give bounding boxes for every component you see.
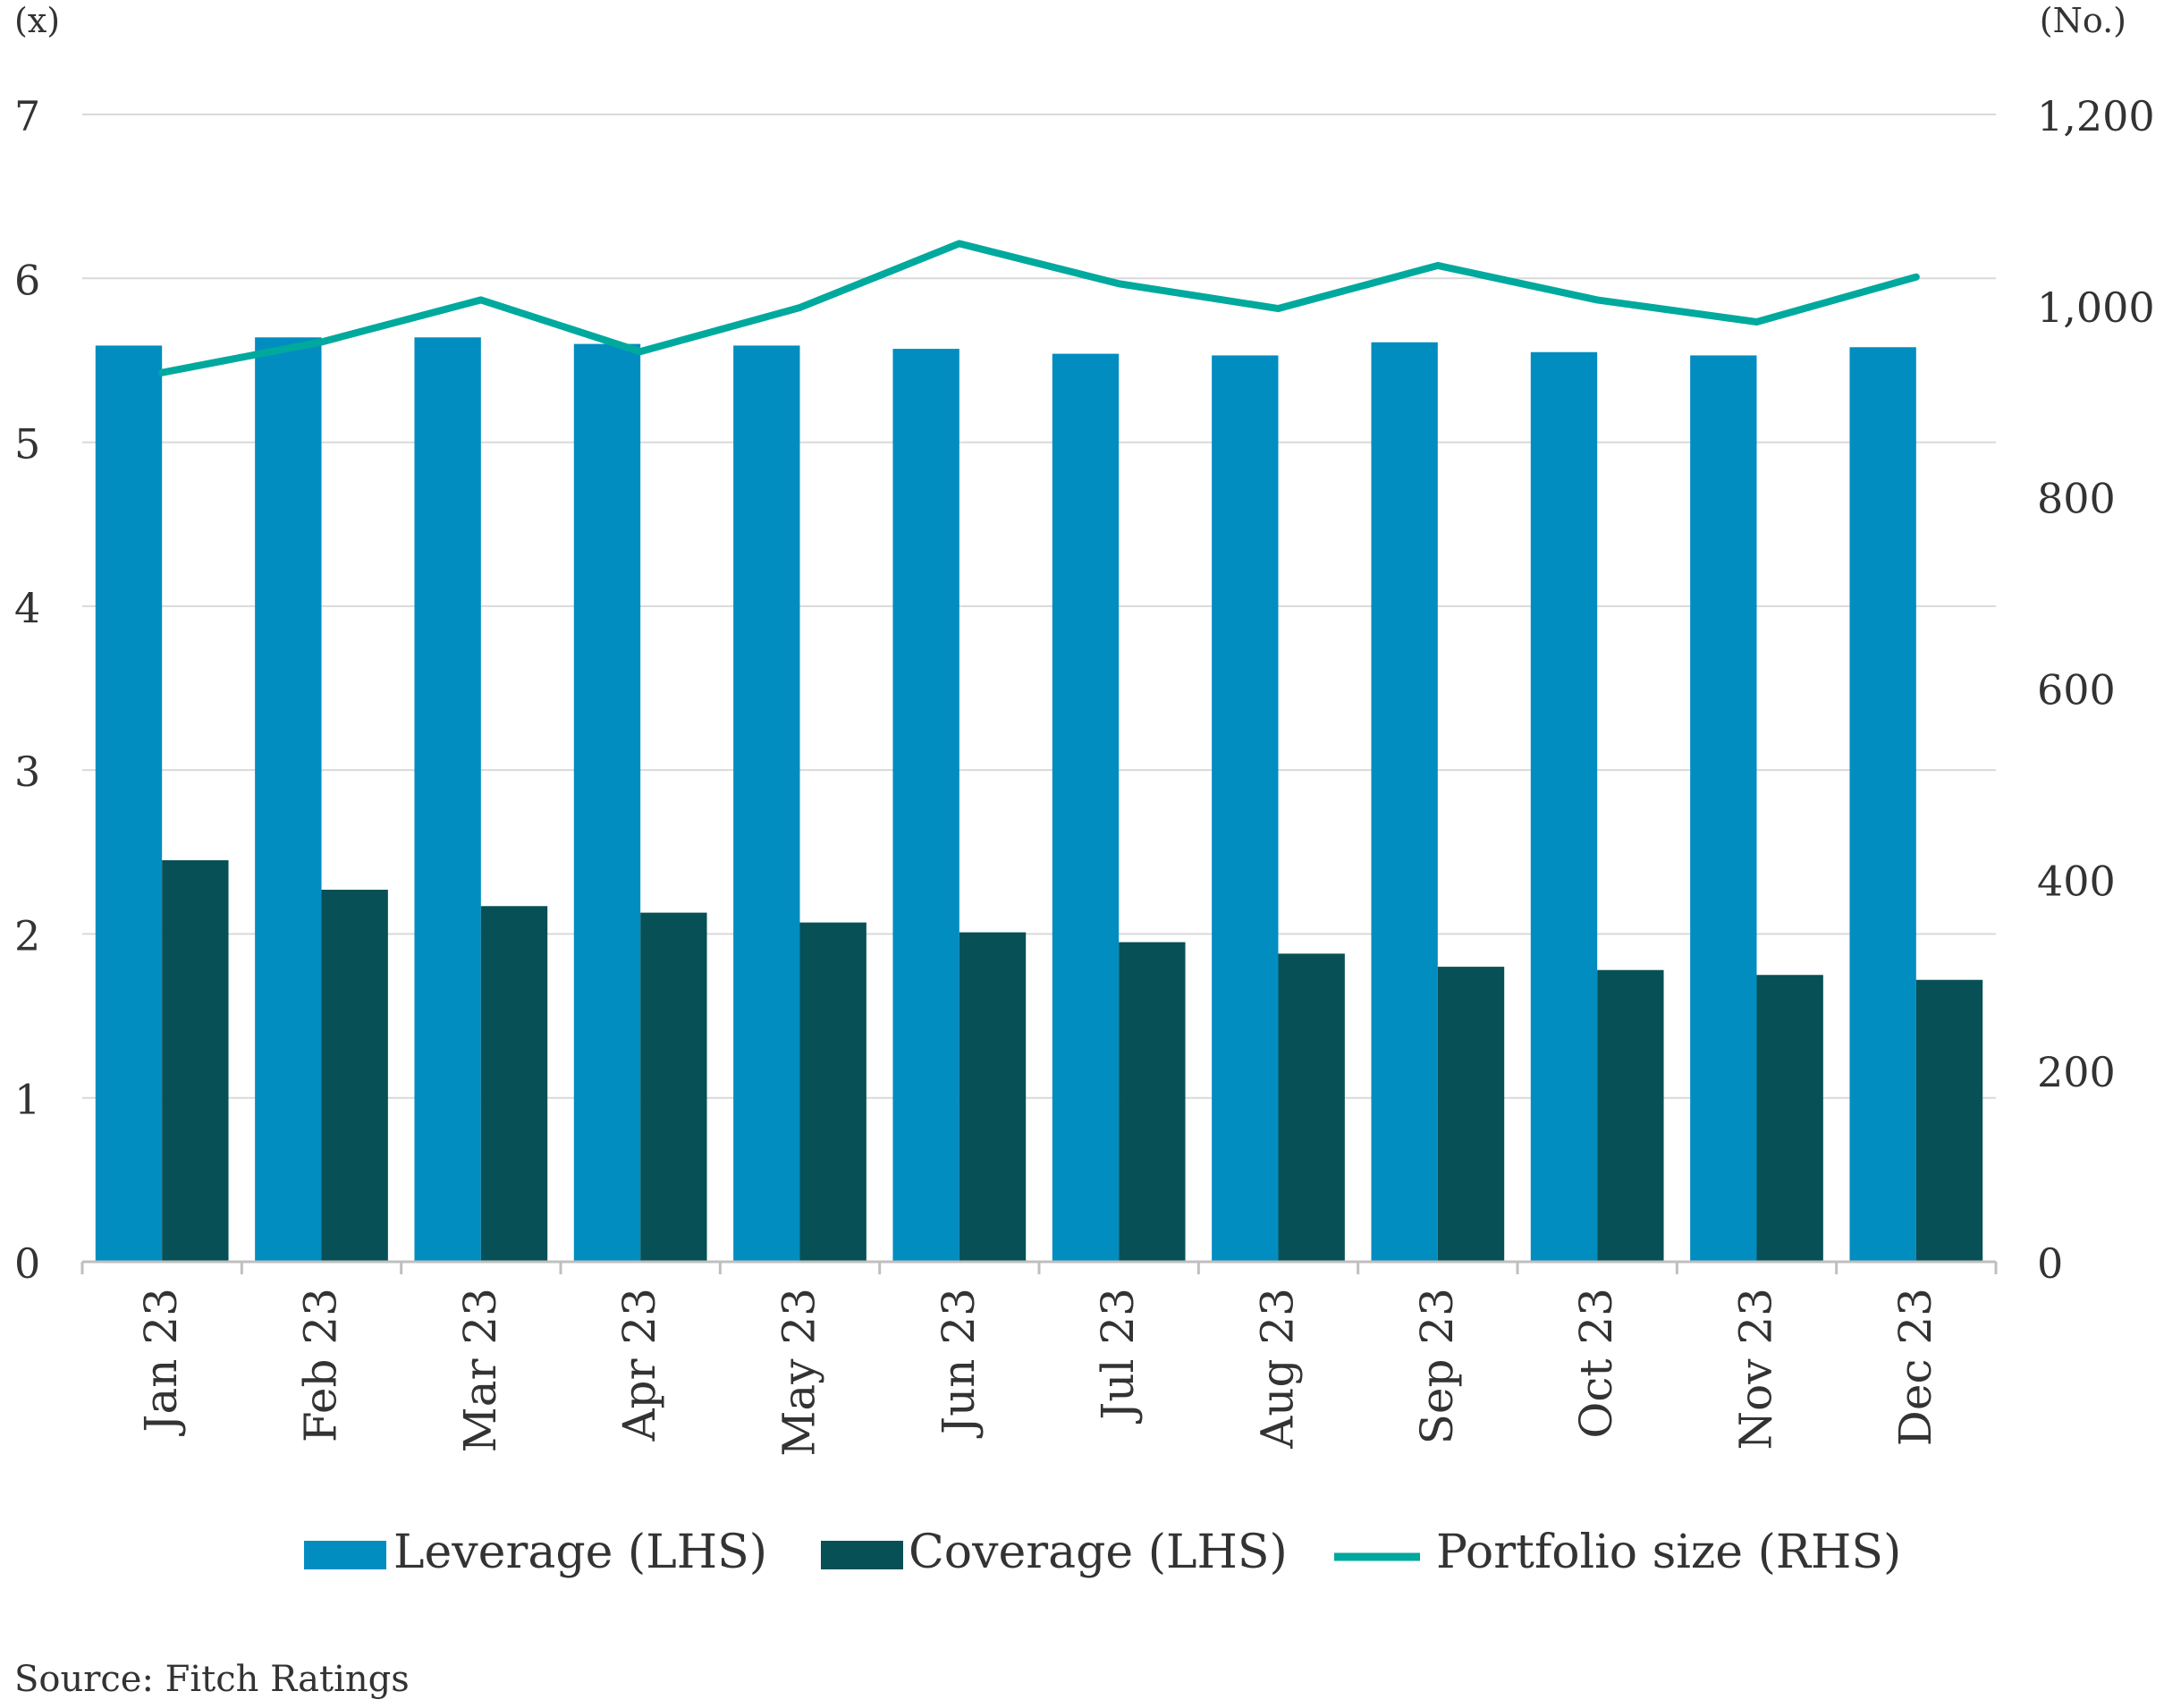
left-tick-label: 4: [14, 584, 40, 632]
x-tick-label: Jan 23: [135, 1288, 187, 1437]
leverage-bar: [1849, 347, 1915, 1262]
left-tick-label: 0: [14, 1239, 40, 1288]
leverage-bar: [1690, 355, 1756, 1262]
right-axis-unit: (No.): [2040, 1, 2126, 40]
coverage-bar: [1119, 943, 1185, 1262]
x-tick-label: May 23: [773, 1288, 825, 1457]
x-tick-label: Jun 23: [933, 1288, 985, 1439]
legend-label-coverage: Coverage (LHS): [909, 1526, 1288, 1579]
right-tick-label: 600: [2037, 666, 2116, 714]
coverage-bar: [481, 906, 547, 1262]
x-tick-label: Feb 23: [295, 1288, 347, 1442]
x-tick-label: Mar 23: [454, 1288, 506, 1452]
right-tick-label: 200: [2037, 1048, 2116, 1096]
coverage-bar: [1438, 967, 1504, 1262]
coverage-bar: [162, 860, 228, 1262]
left-axis-unit: (x): [14, 1, 60, 40]
coverage-bar: [322, 890, 388, 1262]
x-tick-label: Nov 23: [1730, 1288, 1782, 1450]
source-note: Source: Fitch Ratings: [14, 1659, 410, 1700]
coverage-bar: [959, 933, 1026, 1262]
coverage-bar: [1757, 975, 1823, 1262]
x-tick-label: Sep 23: [1411, 1288, 1463, 1444]
right-tick-label: 800: [2037, 475, 2116, 523]
leverage-bar: [1371, 342, 1437, 1262]
coverage-bar: [1279, 953, 1345, 1262]
coverage-bar: [1916, 980, 1982, 1262]
leverage-bar: [1531, 352, 1597, 1262]
legend-label-portfolio-size: Portfolio size (RHS): [1436, 1526, 1901, 1579]
leverage-bar: [1212, 355, 1278, 1262]
leverage-bar: [255, 337, 321, 1262]
left-tick-label: 1: [14, 1076, 40, 1124]
left-tick-label: 3: [14, 748, 40, 796]
legend-swatch-leverage: [304, 1541, 386, 1569]
right-tick-label: 1,000: [2037, 283, 2155, 332]
right-tick-label: 0: [2037, 1239, 2063, 1288]
leverage-bar: [96, 345, 162, 1262]
left-tick-label: 5: [14, 420, 40, 469]
left-tick-label: 6: [14, 256, 40, 304]
legend-label-leverage: Leverage (LHS): [393, 1526, 767, 1579]
bars-layer: [96, 337, 1982, 1262]
leverage-bar: [1052, 354, 1119, 1262]
legend-swatch-coverage: [821, 1541, 903, 1569]
axis-layer: [82, 1262, 1996, 1274]
leverage-bar: [414, 337, 480, 1262]
right-tick-label: 1,200: [2037, 92, 2155, 140]
x-tick-label: Dec 23: [1889, 1288, 1941, 1446]
x-tick-label: Jul 23: [1092, 1288, 1144, 1425]
coverage-bar: [800, 923, 866, 1262]
legend: Leverage (LHS) Coverage (LHS) Portfolio …: [304, 1526, 1901, 1579]
x-tick-label: Oct 23: [1570, 1288, 1622, 1439]
leverage-bar: [574, 344, 640, 1262]
left-tick-label: 2: [14, 911, 40, 960]
x-tick-label: Apr 23: [613, 1288, 665, 1442]
coverage-bar: [1597, 970, 1663, 1262]
coverage-bar: [640, 913, 706, 1262]
leverage-bar: [733, 345, 799, 1262]
right-tick-label: 400: [2037, 857, 2116, 905]
leverage-bar: [892, 349, 959, 1262]
x-tick-label: Aug 23: [1252, 1288, 1304, 1450]
left-tick-label: 7: [14, 92, 40, 140]
